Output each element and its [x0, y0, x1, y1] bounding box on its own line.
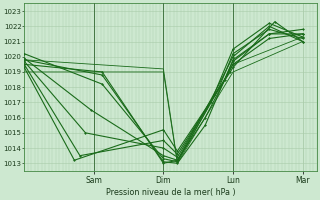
X-axis label: Pression niveau de la mer( hPa ): Pression niveau de la mer( hPa ) — [106, 188, 235, 197]
